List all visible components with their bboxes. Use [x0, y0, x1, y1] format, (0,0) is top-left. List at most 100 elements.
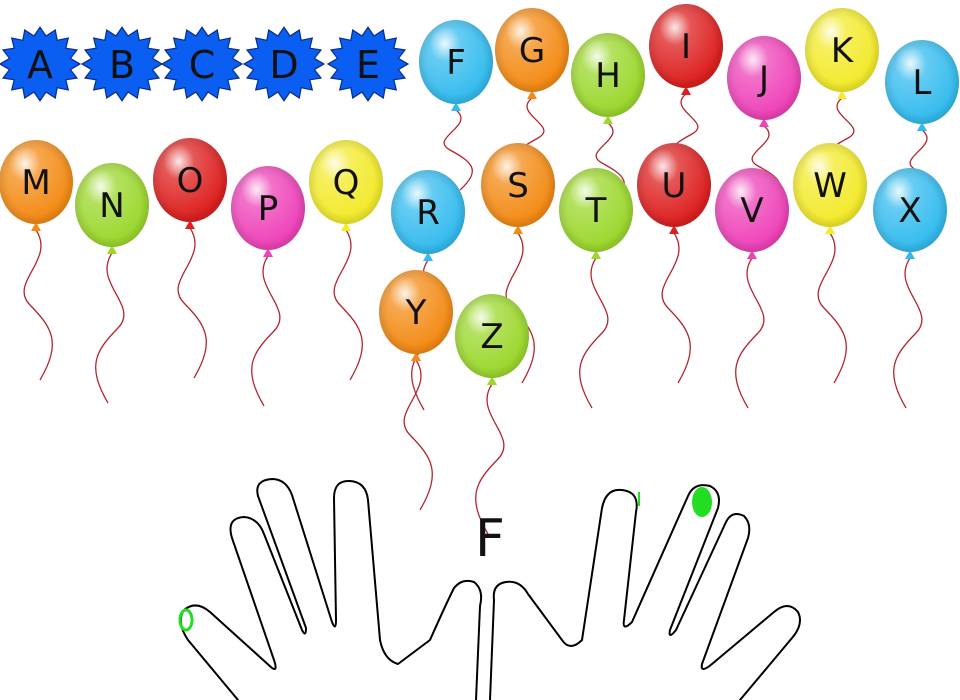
balloon-knot — [527, 90, 537, 99]
balloon-shine — [0, 140, 73, 224]
balloon-string-z — [475, 383, 505, 535]
balloon-letter: Z — [480, 317, 503, 357]
balloon-shine — [419, 20, 493, 104]
balloon-string-u — [661, 232, 691, 384]
balloon-knot — [341, 222, 351, 231]
balloon-h[interactable]: H — [571, 33, 645, 124]
popped-letter-label: E — [356, 43, 380, 87]
balloon-t[interactable]: T — [559, 168, 633, 259]
starburst-shape — [242, 26, 326, 102]
balloon-knot — [31, 222, 41, 231]
balloon-field: F G H I J K L M N O P Q R S T U V W X Y Z — [0, 4, 959, 385]
balloon-shine — [231, 166, 305, 250]
left-hand — [179, 478, 483, 700]
balloon-letter: Q — [333, 163, 360, 203]
balloon-l[interactable]: L — [885, 40, 959, 131]
popped-letter-label: C — [189, 43, 216, 87]
balloon-n[interactable]: N — [75, 163, 149, 254]
left-pinky-highlight — [178, 608, 194, 632]
starburst-shape — [326, 26, 410, 102]
balloon-shine — [153, 138, 227, 222]
balloon-knot — [825, 225, 835, 234]
balloon-u[interactable]: U — [637, 143, 711, 234]
balloon-letter: U — [662, 166, 687, 206]
balloon-s[interactable]: S — [481, 143, 555, 234]
balloon-letter: N — [99, 186, 124, 226]
balloon-letter: O — [177, 161, 204, 201]
balloon-p[interactable]: P — [231, 166, 305, 257]
balloon-string-x — [893, 257, 923, 409]
balloon-string-o — [177, 227, 207, 379]
starburst-shape — [80, 26, 164, 102]
popped-letter-e: E — [326, 26, 410, 102]
balloon-q[interactable]: Q — [309, 140, 383, 231]
popped-letter-b: B — [80, 26, 164, 102]
balloon-letter: Y — [405, 293, 427, 333]
balloon-knot — [905, 250, 915, 259]
balloon-knot — [107, 245, 117, 254]
balloon-letter: J — [757, 59, 769, 99]
balloon-knot — [591, 250, 601, 259]
balloon-string-p — [251, 255, 281, 407]
balloon-shine — [715, 168, 789, 252]
balloon-knot — [411, 352, 421, 361]
balloon-shine — [309, 140, 383, 224]
balloon-knot — [747, 250, 757, 259]
balloon-knot — [185, 220, 195, 229]
balloon-shine — [571, 33, 645, 117]
balloon-shine — [495, 8, 569, 92]
balloon-letter: R — [416, 193, 440, 233]
balloon-letter: G — [519, 31, 545, 71]
balloon-letter: I — [681, 27, 691, 67]
balloon-letter: X — [898, 191, 921, 231]
balloon-string-f — [443, 109, 473, 191]
balloon-shine — [637, 143, 711, 227]
balloon-knot — [837, 90, 847, 99]
balloon-g[interactable]: G — [495, 8, 569, 99]
balloon-z[interactable]: Z — [455, 294, 529, 385]
balloon-string-q — [333, 229, 363, 381]
balloon-string-t — [579, 257, 609, 409]
balloon-y[interactable]: Y — [379, 270, 453, 361]
balloon-w[interactable]: W — [793, 143, 867, 234]
balloon-shine — [805, 8, 879, 92]
balloon-knot — [681, 86, 691, 95]
balloon-shine — [391, 170, 465, 254]
balloon-r[interactable]: R — [391, 170, 465, 261]
balloon-shine — [649, 4, 723, 88]
balloon-string-w — [817, 232, 847, 384]
balloon-shine — [481, 143, 555, 227]
popped-letter-label: A — [27, 43, 53, 87]
popped-letter-c: C — [160, 26, 244, 102]
balloon-shine — [727, 36, 801, 120]
balloon-letter: H — [595, 56, 621, 96]
balloon-x[interactable]: X — [873, 168, 947, 259]
balloon-shine — [873, 168, 947, 252]
balloon-letter: V — [740, 191, 763, 231]
balloon-i[interactable]: I — [649, 4, 723, 95]
balloon-k[interactable]: K — [805, 8, 879, 99]
balloon-o[interactable]: O — [153, 138, 227, 229]
balloon-knot — [603, 115, 613, 124]
balloon-knot — [917, 122, 927, 131]
balloon-letter: P — [258, 189, 279, 229]
balloon-shine — [75, 163, 149, 247]
popped-letters-row: A B C D E — [0, 26, 410, 102]
popped-letter-label: D — [269, 43, 298, 87]
popped-letter-d: D — [242, 26, 326, 102]
starburst-shape — [0, 26, 82, 102]
hands-diagram — [179, 478, 801, 700]
balloon-letter: L — [913, 63, 932, 103]
balloon-string-m — [23, 229, 53, 381]
balloon-m[interactable]: M — [0, 140, 73, 231]
balloon-f[interactable]: F — [419, 20, 493, 111]
balloon-v[interactable]: V — [715, 168, 789, 259]
balloon-shine — [379, 270, 453, 354]
balloon-j[interactable]: J — [727, 36, 801, 127]
popped-letter-a: A — [0, 26, 82, 102]
balloon-knot — [487, 376, 497, 385]
balloon-letter: T — [585, 191, 607, 231]
balloon-string-v — [735, 257, 765, 409]
balloon-shine — [455, 294, 529, 378]
starburst-shape — [160, 26, 244, 102]
